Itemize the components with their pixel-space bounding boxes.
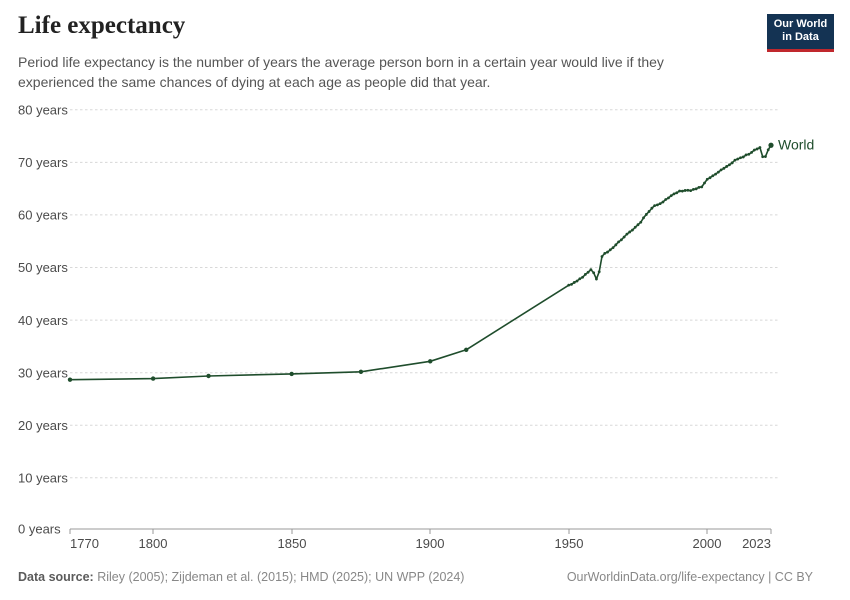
svg-text:50 years: 50 years	[18, 260, 68, 275]
svg-text:0 years: 0 years	[18, 522, 61, 537]
svg-text:1950: 1950	[555, 536, 584, 551]
svg-text:1850: 1850	[278, 536, 307, 551]
svg-text:60 years: 60 years	[18, 208, 68, 223]
svg-text:1800: 1800	[139, 536, 168, 551]
svg-text:20 years: 20 years	[18, 418, 68, 433]
svg-text:2000: 2000	[693, 536, 722, 551]
svg-text:1900: 1900	[416, 536, 445, 551]
svg-text:30 years: 30 years	[18, 365, 68, 380]
svg-text:40 years: 40 years	[18, 313, 68, 328]
svg-text:2023: 2023	[742, 536, 771, 551]
svg-text:10 years: 10 years	[18, 471, 68, 486]
svg-text:World: World	[778, 137, 814, 153]
svg-text:80 years: 80 years	[18, 103, 68, 118]
svg-text:1770: 1770	[70, 536, 99, 551]
svg-text:70 years: 70 years	[18, 155, 68, 170]
